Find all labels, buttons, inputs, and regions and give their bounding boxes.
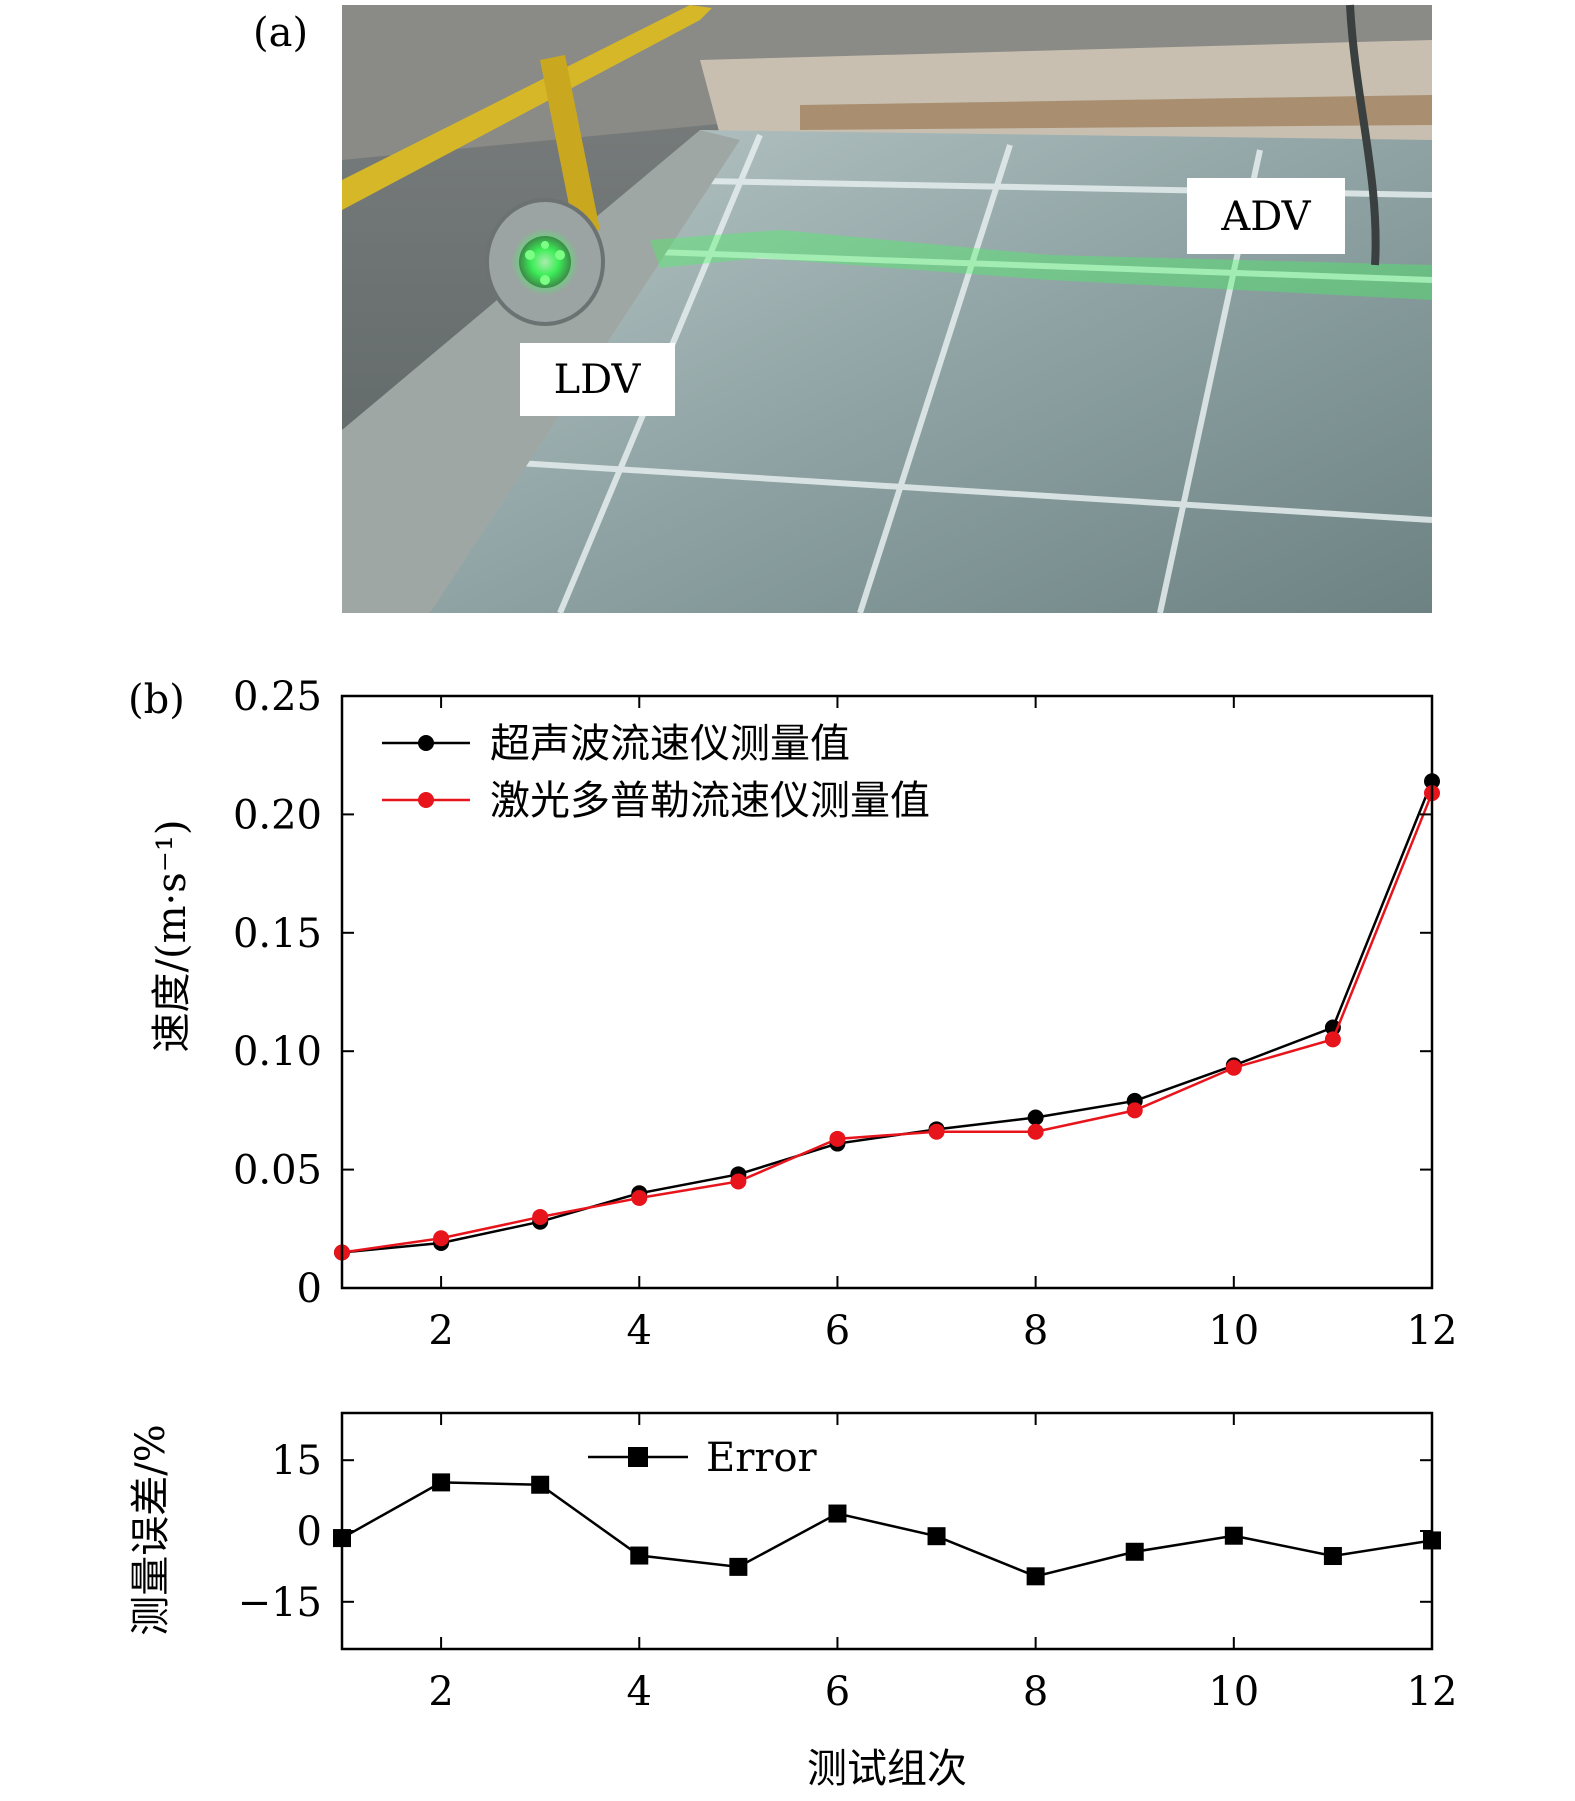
error-series-0-point xyxy=(1224,1526,1243,1545)
velocity-series-layer xyxy=(334,773,1440,1261)
velocity-x-tick-label: 4 xyxy=(627,1308,652,1354)
velocity-chart: 2 4 6 8 10 12 0 0.05 0.10 0.15 0.20 0.25 速度/(m·s⁻¹)… xyxy=(149,674,1457,1354)
photo-adv-cable xyxy=(1346,4,1380,266)
error-axes-layer: 2 4 6 8 10 12 15 0 −15 xyxy=(238,1413,1458,1715)
error-y-axis-title: 测量误差/% xyxy=(128,1424,174,1635)
velocity-y-tick-label: 0.05 xyxy=(233,1148,322,1194)
error-series-0-point xyxy=(1323,1547,1342,1566)
legend-error-marker xyxy=(628,1447,648,1467)
legend-ultrasonic-marker xyxy=(418,735,434,751)
error-x-tick-label: 4 xyxy=(627,1669,652,1715)
error-series-0-point xyxy=(432,1473,451,1492)
velocity-x-tick-label: 6 xyxy=(825,1308,850,1354)
velocity-series-1-point xyxy=(532,1208,549,1225)
velocity-series-0-line xyxy=(341,780,1434,1254)
error-x-tick-label: 12 xyxy=(1407,1669,1458,1715)
velocity-series-1-point xyxy=(1225,1059,1242,1076)
velocity-series-1-line xyxy=(341,792,1434,1254)
velocity-series-1-point xyxy=(1324,1031,1341,1048)
velocity-series-1-point xyxy=(829,1130,846,1147)
panel-a-label: (a) xyxy=(253,10,308,56)
velocity-series-1-point xyxy=(1126,1102,1143,1119)
error-x-tick-label: 2 xyxy=(428,1669,453,1715)
error-series-0-point xyxy=(729,1557,748,1576)
error-legend: Error xyxy=(588,1435,818,1481)
adv-callout-box xyxy=(1187,178,1345,254)
photo-laser-dot-2 xyxy=(555,250,565,260)
error-x-tick-label: 8 xyxy=(1023,1669,1048,1715)
velocity-y-tick-label: 0.10 xyxy=(233,1029,322,1075)
velocity-series-1-point xyxy=(1027,1123,1044,1140)
velocity-x-tick-label: 10 xyxy=(1208,1308,1259,1354)
photo-ldv-adv-setup: LDV ADV xyxy=(342,4,1433,615)
velocity-y-tick-label: 0.25 xyxy=(233,674,322,720)
ldv-callout-box xyxy=(520,343,675,416)
error-series-0-line xyxy=(341,1481,1433,1578)
panel-b-label: (b) xyxy=(128,677,185,723)
velocity-series-1-point xyxy=(928,1123,945,1140)
error-y-tick-label: 0 xyxy=(297,1509,322,1555)
velocity-y-tick-label: 0.15 xyxy=(233,911,322,957)
error-series-0-point xyxy=(1125,1542,1144,1561)
error-series-0-point xyxy=(630,1546,649,1565)
error-plot-frame xyxy=(340,1411,1434,1651)
error-series-0-point xyxy=(531,1475,550,1494)
error-chart: 2 4 6 8 10 12 15 0 −15 测量误差/% Error 测试组次 xyxy=(128,1411,1458,1792)
error-series-0-point xyxy=(927,1527,946,1546)
velocity-y-tick-label: 0.20 xyxy=(233,792,322,838)
velocity-series-1-point xyxy=(433,1230,450,1247)
adv-callout-label: ADV xyxy=(1220,194,1311,240)
photo-laser-dot-1 xyxy=(525,250,535,260)
error-x-tick-label: 6 xyxy=(825,1669,850,1715)
velocity-y-tick-label: 0 xyxy=(297,1266,322,1312)
velocity-series-1-point xyxy=(730,1173,747,1190)
error-series-0-point xyxy=(828,1504,847,1523)
velocity-series-1-point xyxy=(631,1190,648,1207)
velocity-x-tick-label: 2 xyxy=(428,1308,453,1354)
legend-ultrasonic-label: 超声波流速仪测量值 xyxy=(490,721,850,767)
error-y-tick-label: −15 xyxy=(238,1580,322,1626)
photo-laser-sheet xyxy=(650,230,1432,300)
velocity-series-0-point xyxy=(1027,1109,1044,1126)
legend-laser-marker xyxy=(418,792,434,808)
photo-laser-dot-3 xyxy=(540,275,550,285)
photo-yellow-pipe xyxy=(342,5,712,210)
error-x-tick-label: 10 xyxy=(1208,1669,1259,1715)
error-series-0-point xyxy=(1026,1567,1045,1586)
photo-rail-rust xyxy=(800,95,1432,130)
x-axis-title: 测试组次 xyxy=(807,1746,967,1792)
velocity-y-axis-title: 速度/(m·s⁻¹) xyxy=(149,819,195,1052)
legend-laser-label: 激光多普勒流速仪测量值 xyxy=(490,778,930,824)
legend-error-label: Error xyxy=(706,1435,818,1481)
photo-yellow-pipe-vertical xyxy=(540,55,600,235)
photo-laser-spot-glow xyxy=(511,228,579,296)
error-y-tick-label: 15 xyxy=(271,1438,322,1484)
velocity-x-tick-label: 8 xyxy=(1023,1308,1048,1354)
photo-laser-dot-4 xyxy=(541,241,549,249)
error-series-layer xyxy=(333,1473,1441,1586)
velocity-axes-layer: 2 4 6 8 10 12 0 0.05 0.10 0.15 0.20 0.25 xyxy=(233,674,1458,1354)
velocity-legend: 超声波流速仪测量值 激光多普勒流速仪测量值 xyxy=(382,721,930,824)
ldv-callout-label: LDV xyxy=(554,357,642,403)
velocity-plot-frame xyxy=(340,694,1434,1290)
velocity-x-tick-label: 12 xyxy=(1407,1308,1458,1354)
